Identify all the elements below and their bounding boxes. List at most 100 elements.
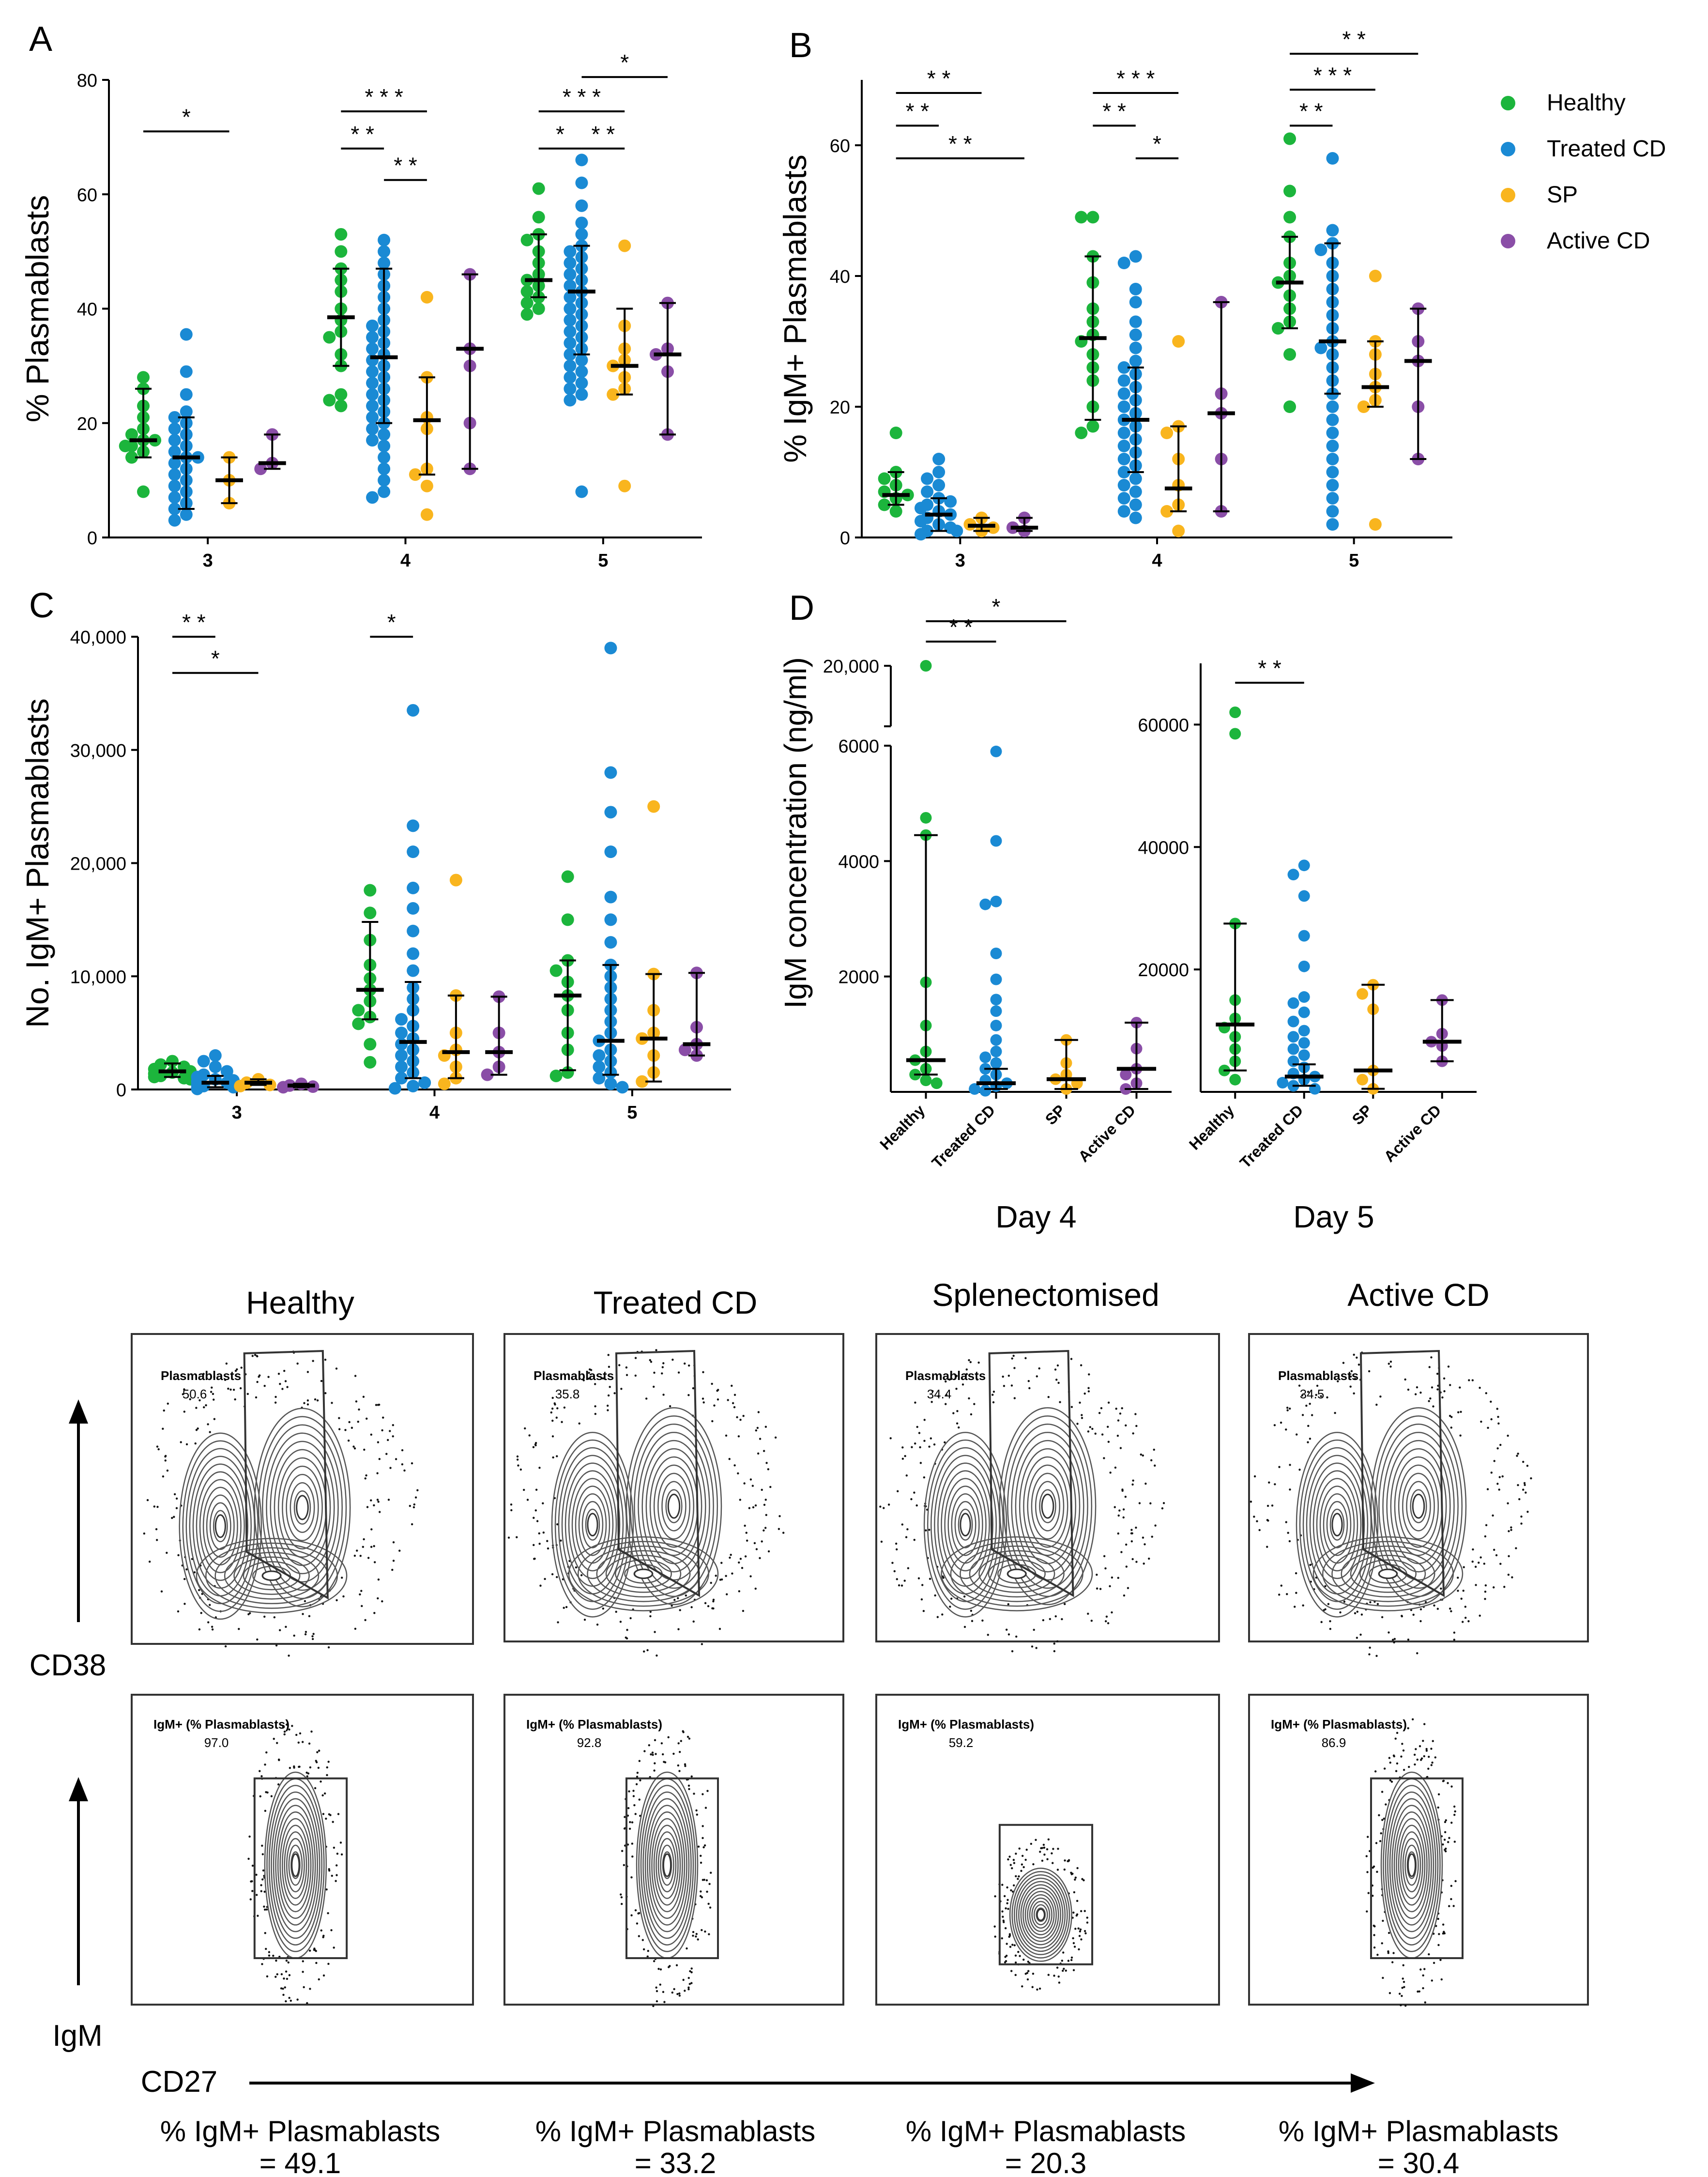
flow-event-dot — [556, 1523, 559, 1526]
flow-event-dot — [1493, 1460, 1495, 1462]
flow-event-dot — [1452, 1905, 1455, 1907]
flow-event-dot — [754, 1504, 757, 1507]
flow-event-dot — [1074, 1928, 1077, 1930]
flow-event-dot — [895, 1548, 898, 1551]
flow-event-dot — [229, 1388, 232, 1391]
A-day4-sp-point — [420, 291, 433, 304]
flow-event-dot — [1074, 1876, 1077, 1879]
flow-event-dot — [1459, 1386, 1461, 1389]
flow-event-dot — [1018, 1875, 1020, 1878]
flow-event-dot — [751, 1485, 754, 1487]
flow-contour — [1378, 1424, 1459, 1589]
flow-event-dot — [1407, 1638, 1410, 1641]
C-day5-healthy-point — [561, 870, 574, 883]
flow-event-dot — [255, 1873, 258, 1876]
flow-event-dot — [1457, 1590, 1459, 1592]
flow-event-dot — [1298, 1384, 1301, 1387]
x-tick-label-C: 4 — [429, 1103, 440, 1123]
flow-event-dot — [1447, 1841, 1449, 1843]
flow-event-dot — [653, 1960, 656, 1962]
flow-event-dot — [526, 1499, 529, 1501]
flow-contour — [1402, 1838, 1421, 1893]
flow-event-dot — [969, 1361, 972, 1364]
flow-event-dot — [320, 1380, 323, 1382]
flow-event-dot — [663, 1761, 665, 1763]
flow-event-dot — [279, 1629, 281, 1631]
flow-event-dot — [1070, 1871, 1072, 1874]
flow-event-dot — [993, 1925, 996, 1928]
flow-event-dot — [251, 1880, 253, 1883]
summary-value-active-cd: = 30.4 — [1378, 2147, 1460, 2177]
flow-event-dot — [1372, 1924, 1375, 1927]
flow-event-dot — [1416, 1386, 1418, 1389]
flow-event-dot — [239, 1387, 242, 1390]
flow-event-dot — [905, 1474, 908, 1477]
flow-event-dot — [1268, 1481, 1270, 1484]
flow-event-dot — [304, 1600, 306, 1602]
flow-event-dot — [225, 1362, 228, 1365]
flow-event-dot — [762, 1450, 765, 1452]
flow-event-dot — [649, 1359, 651, 1362]
flow-event-dot — [742, 1610, 745, 1612]
flow-event-dot — [578, 1422, 580, 1425]
flow-event-dot — [1305, 1404, 1308, 1407]
flow-event-dot — [392, 1541, 395, 1544]
B-day4-sp-point — [1160, 505, 1174, 518]
flow-event-dot — [182, 1393, 184, 1395]
flow-event-dot — [1487, 1426, 1489, 1429]
A-day3-treated-cd-point — [168, 411, 181, 424]
B-day4-treated-cd-point — [1117, 453, 1130, 465]
flow-event-dot — [667, 1736, 670, 1739]
flow-event-dot — [965, 1368, 968, 1371]
y-tick-label-A: 20 — [77, 414, 97, 434]
flow-event-dot — [702, 1401, 705, 1404]
flow-event-dot — [1443, 1390, 1446, 1393]
flow-contour — [286, 1838, 305, 1893]
flow-event-dot — [561, 1421, 563, 1423]
flow-contour — [660, 1844, 674, 1886]
flow-event-dot — [251, 1864, 254, 1867]
flow-event-dot — [1368, 1653, 1371, 1656]
flow-event-dot — [1001, 1884, 1004, 1886]
flow-event-dot — [389, 1467, 392, 1469]
flow-event-dot — [263, 1890, 266, 1893]
flow-event-dot — [1022, 1866, 1025, 1869]
flow-event-dot — [283, 1977, 285, 1980]
C-day4-healthy-point — [364, 884, 377, 897]
flow-event-dot — [1280, 1584, 1282, 1587]
igm-gate — [253, 1777, 348, 1960]
flow-event-dot — [1428, 1755, 1430, 1758]
A-day4-treated-cd-point — [378, 428, 391, 441]
A-day3-treated-cd-point — [180, 328, 193, 341]
flow-event-dot — [696, 1813, 698, 1816]
flow-event-dot — [255, 1894, 258, 1896]
B-day5-healthy-point — [1283, 132, 1296, 145]
panel-letter-D: D — [789, 589, 814, 628]
flow-event-dot — [359, 1593, 361, 1596]
flow-event-dot — [367, 1557, 370, 1559]
C-day3-active-cd-point — [277, 1081, 290, 1094]
flow-event-dot — [392, 1560, 395, 1562]
flow-event-dot — [524, 1427, 526, 1430]
flow-event-dot — [555, 1416, 558, 1419]
flow-contour — [1296, 1431, 1379, 1618]
flow-event-dot — [761, 1540, 763, 1543]
flow-contour — [1359, 1559, 1417, 1589]
flow-event-dot — [256, 1638, 259, 1641]
flow-event-dot — [1151, 1535, 1153, 1538]
flow-event-dot — [1086, 1916, 1088, 1919]
flow-contour — [1009, 1868, 1072, 1962]
flow-event-dot — [265, 1947, 267, 1950]
flow-contour — [941, 1470, 990, 1579]
flow-event-dot — [1258, 1529, 1261, 1532]
flow-event-dot — [389, 1430, 391, 1432]
flow-event-dot — [1428, 1366, 1431, 1368]
flow-event-dot — [1530, 1477, 1532, 1480]
gate-label: IgM+ (% Plasmablasts) — [153, 1717, 290, 1732]
flow-event-dot — [677, 1371, 680, 1374]
flow-contour-core — [667, 1493, 681, 1519]
A-day3-treated-cd-point — [168, 479, 181, 492]
flow-event-dot — [1295, 1572, 1297, 1575]
flow-event-dot — [282, 1726, 285, 1728]
day5-title: Day 5 — [1293, 1199, 1374, 1234]
